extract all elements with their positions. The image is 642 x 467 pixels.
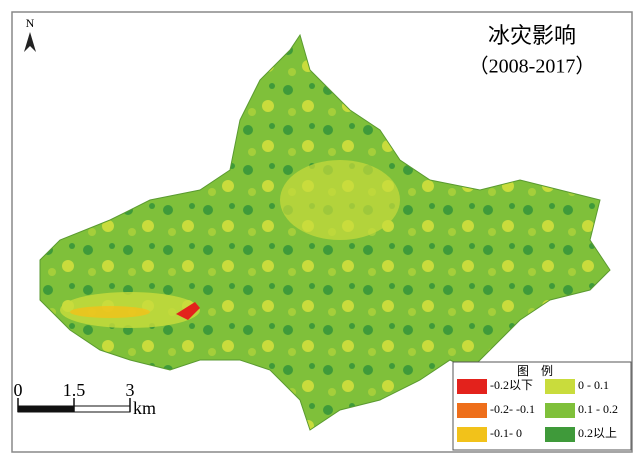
legend-swatch <box>457 379 487 394</box>
legend-label: 0 - 0.1 <box>578 378 609 392</box>
map-title: 冰灾影响 <box>488 23 576 48</box>
region-patch <box>70 306 150 318</box>
region-patch <box>176 302 200 320</box>
north-arrow <box>24 32 36 52</box>
legend-swatch <box>545 379 575 394</box>
scale-label: 0 <box>14 380 23 400</box>
scale-segment <box>73 405 131 413</box>
region-patch <box>280 160 400 240</box>
legend: -0.2以下 -0.2- -0.1 -0.1- 0 0 - 0.1 0.1 - 0.2 0… <box>457 378 618 442</box>
legend-label: -0.2以下 <box>490 378 533 392</box>
scale-bar: 0 1.5 3km <box>14 380 157 418</box>
scale-label: 1.5 <box>63 380 86 400</box>
scale-label: 3 <box>126 380 135 400</box>
legend-label: -0.1- 0 <box>490 426 522 440</box>
map-frame <box>11 11 633 453</box>
legend-swatch <box>457 403 487 418</box>
legend-swatch <box>545 403 575 418</box>
north-label: N <box>26 16 35 30</box>
legend-title: 图 例 <box>517 364 553 378</box>
scale-unit: km <box>133 398 156 418</box>
scale-segment <box>17 405 75 413</box>
legend-label: 0.2以上 <box>578 426 617 440</box>
legend-swatch <box>545 427 575 442</box>
legend-label: 0.1 - 0.2 <box>578 402 618 416</box>
map-subtitle: （2008-2017） <box>469 55 596 78</box>
legend-label: -0.2- -0.1 <box>490 402 535 416</box>
legend-swatch <box>457 427 487 442</box>
